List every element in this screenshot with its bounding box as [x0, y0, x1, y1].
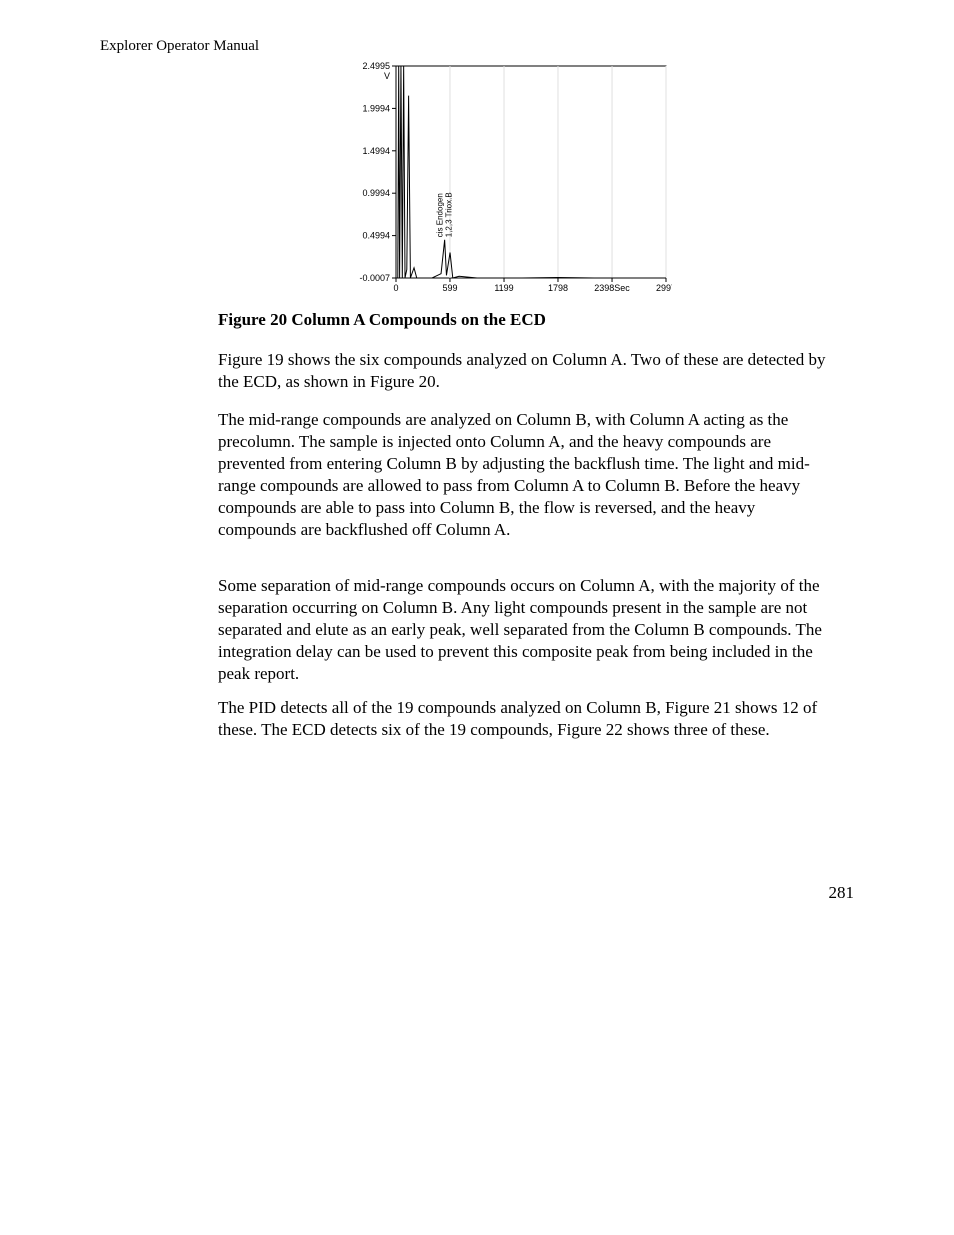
svg-text:1,2,3 Triox.B: 1,2,3 Triox.B — [445, 192, 454, 237]
body-paragraph-1: Figure 19 shows the six compounds analyz… — [218, 349, 836, 393]
svg-text:1.9994: 1.9994 — [362, 103, 390, 113]
page-number: 281 — [829, 883, 855, 903]
running-header: Explorer Operator Manual — [100, 38, 259, 55]
figure-caption: Figure 20 Column A Compounds on the ECD — [218, 310, 546, 330]
figure-chart-container: 0 599 1199 1798 2398Sec 2997 -0.0007 0.4994 0.99… — [352, 60, 672, 296]
svg-text:0.4994: 0.4994 — [362, 231, 390, 241]
svg-text:2997: 2997 — [656, 283, 672, 293]
ecd-chromatogram-chart: 0 599 1199 1798 2398Sec 2997 -0.0007 0.4994 0.99… — [352, 60, 672, 296]
svg-text:V: V — [384, 71, 390, 81]
body-paragraph-2: The mid-range compounds are analyzed on … — [218, 409, 836, 542]
body-paragraph-4: The PID detects all of the 19 compounds … — [218, 697, 836, 741]
svg-text:1798: 1798 — [548, 283, 568, 293]
svg-text:1.4994: 1.4994 — [362, 146, 390, 156]
svg-text:-0.0007: -0.0007 — [359, 273, 390, 283]
body-paragraph-3: Some separation of mid-range compounds o… — [218, 575, 836, 685]
svg-text:2.4995: 2.4995 — [362, 61, 390, 71]
document-page: Explorer Operator Manual 0 599 1199 1798 239… — [0, 0, 954, 1235]
svg-text:2398Sec: 2398Sec — [594, 283, 630, 293]
svg-text:1199: 1199 — [494, 283, 513, 293]
svg-text:599: 599 — [442, 283, 457, 293]
svg-text:0.9994: 0.9994 — [362, 188, 390, 198]
svg-text:0: 0 — [393, 283, 398, 293]
svg-text:cis Endogen: cis Endogen — [436, 193, 445, 237]
